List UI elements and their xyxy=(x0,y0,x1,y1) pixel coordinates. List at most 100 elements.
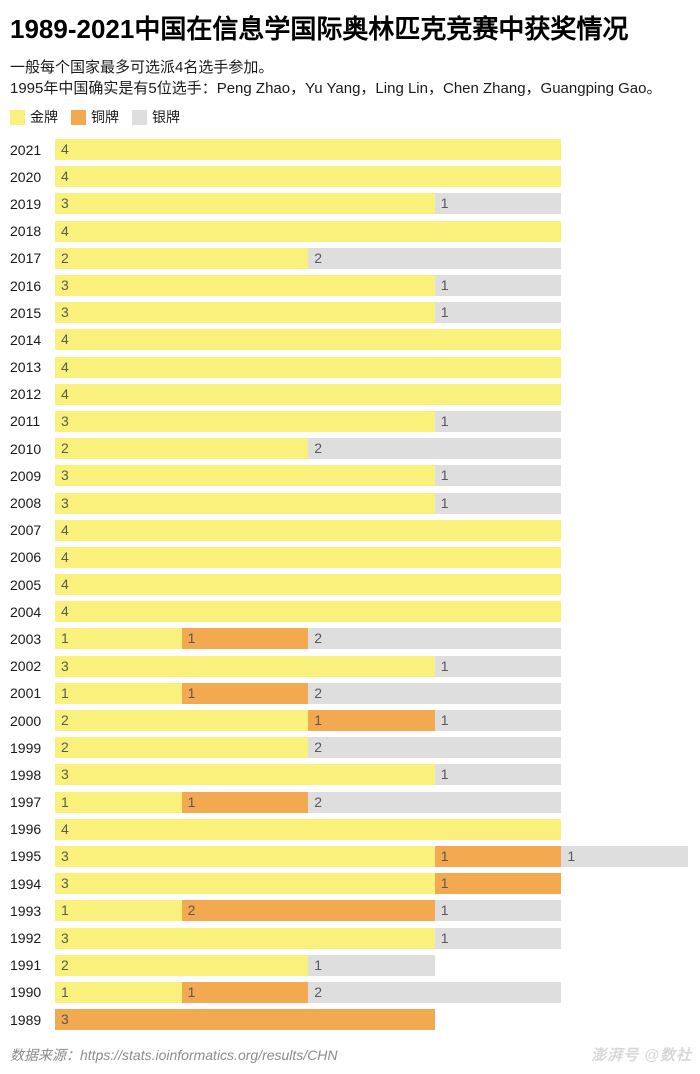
stacked-bar: 3 xyxy=(55,1009,435,1031)
chart-row-2019: 2019 3 1 xyxy=(10,190,700,217)
bar-segment-gold: 4 xyxy=(55,601,562,623)
segment-value-label: 3 xyxy=(61,875,69,892)
segment-value-label: 2 xyxy=(314,684,322,701)
segment-value-label: 1 xyxy=(61,630,69,647)
bar-segment-gold: 3 xyxy=(55,275,435,297)
chart-row-1990: 1990 1 1 2 xyxy=(10,979,700,1006)
bar-segment-silver: 2 xyxy=(308,247,562,269)
chart-row-2020: 2020 4 xyxy=(10,163,700,190)
bar-segment-gold: 1 xyxy=(55,900,182,922)
chart-row-2001: 2001 1 1 2 xyxy=(10,680,700,707)
year-label: 2010 xyxy=(10,440,42,457)
segment-value-label: 3 xyxy=(61,277,69,294)
year-label: 2004 xyxy=(10,603,42,620)
stacked-bar: 1 1 2 xyxy=(55,628,562,650)
chart-row-2009: 2009 3 1 xyxy=(10,462,700,489)
stacked-bar: 4 xyxy=(55,383,562,405)
segment-value-label: 2 xyxy=(187,902,196,919)
bar-segment-silver: 1 xyxy=(434,927,562,949)
chart-row-2008: 2008 3 1 xyxy=(10,489,700,516)
bar-segment-silver: 1 xyxy=(434,410,562,432)
segment-value-label: 3 xyxy=(61,657,69,674)
legend-label-gold: 金牌 xyxy=(30,109,58,125)
gold-swatch-icon xyxy=(10,109,25,125)
chart-row-2017: 2017 2 2 xyxy=(10,245,700,272)
segment-value-label: 1 xyxy=(440,304,449,321)
legend-label-silver: 银牌 xyxy=(152,109,180,125)
segment-value-label: 1 xyxy=(440,277,449,294)
chart-row-2004: 2004 4 xyxy=(10,598,700,625)
chart-row-2021: 2021 4 xyxy=(10,136,700,163)
segment-value-label: 4 xyxy=(61,820,69,837)
segment-value-label: 4 xyxy=(61,548,69,565)
bar-segment-gold: 1 xyxy=(55,791,182,813)
bar-segment-silver: 2 xyxy=(308,682,562,704)
page-title: 1989-2021中国在信息学国际奥林匹克竞赛中获奖情况 xyxy=(10,14,629,44)
stacked-bar: 4 xyxy=(55,519,562,541)
segment-value-label: 1 xyxy=(61,684,69,701)
bar-segment-gold: 3 xyxy=(55,845,435,867)
bar-segment-bronze: 1 xyxy=(181,791,309,813)
bar-segment-silver: 1 xyxy=(434,275,562,297)
chart-row-1997: 1997 1 1 2 xyxy=(10,789,700,816)
segment-value-label: 1 xyxy=(187,983,196,1000)
bar-segment-silver: 1 xyxy=(561,845,688,867)
segment-value-label: 4 xyxy=(61,521,69,538)
stacked-bar: 4 xyxy=(55,818,562,840)
year-label: 2021 xyxy=(10,141,42,158)
bar-segment-gold: 4 xyxy=(55,139,562,161)
chart-row-2007: 2007 4 xyxy=(10,517,700,544)
legend-item-gold: 金牌 xyxy=(10,107,58,127)
stacked-bar: 4 xyxy=(55,356,562,378)
bar-segment-silver: 2 xyxy=(308,438,562,460)
chart-row-1989: 1989 3 xyxy=(10,1006,700,1033)
bar-segment-gold: 1 xyxy=(55,628,182,650)
year-label: 1996 xyxy=(10,821,42,838)
bar-segment-bronze: 2 xyxy=(181,900,435,922)
bar-segment-silver: 1 xyxy=(434,492,562,514)
bar-segment-gold: 4 xyxy=(55,166,562,188)
bar-segment-bronze: 1 xyxy=(181,628,309,650)
chart-row-2003: 2003 1 1 2 xyxy=(10,625,700,652)
year-label: 2008 xyxy=(10,495,42,512)
bar-segment-gold: 3 xyxy=(55,873,435,895)
segment-value-label: 4 xyxy=(61,168,69,185)
bar-segment-bronze: 3 xyxy=(55,1009,435,1031)
segment-value-label: 3 xyxy=(61,412,69,429)
segment-value-label: 1 xyxy=(440,902,449,919)
segment-value-label: 3 xyxy=(61,1011,69,1028)
segment-value-label: 4 xyxy=(61,358,69,375)
stacked-bar: 1 1 2 xyxy=(55,791,562,813)
bar-segment-gold: 3 xyxy=(55,764,435,786)
bar-segment-silver: 1 xyxy=(434,655,562,677)
segment-value-label: 4 xyxy=(61,385,69,402)
segment-value-label: 1 xyxy=(187,793,196,810)
bar-segment-silver: 2 xyxy=(308,791,562,813)
segment-value-label: 4 xyxy=(61,141,69,158)
year-label: 1999 xyxy=(10,739,42,756)
segment-value-label: 3 xyxy=(61,467,69,484)
year-label: 2003 xyxy=(10,630,42,647)
bar-segment-gold: 2 xyxy=(55,438,309,460)
chart-row-2011: 2011 3 1 xyxy=(10,408,700,435)
segment-value-label: 2 xyxy=(61,956,69,973)
segment-value-label: 1 xyxy=(440,875,449,892)
segment-value-label: 2 xyxy=(314,793,322,810)
segment-value-label: 1 xyxy=(440,467,449,484)
bar-segment-bronze: 1 xyxy=(308,710,435,732)
bar-segment-silver: 1 xyxy=(434,764,562,786)
year-label: 2009 xyxy=(10,467,42,484)
bar-segment-gold: 4 xyxy=(55,329,562,351)
stacked-bar: 4 xyxy=(55,601,562,623)
chart-row-2000: 2000 2 1 1 xyxy=(10,707,700,734)
subtitle-line-1: 一般每个国家最多可选派4名选手参加。 xyxy=(10,59,274,76)
chart-row-2014: 2014 4 xyxy=(10,326,700,353)
silver-swatch-icon xyxy=(132,109,147,125)
segment-value-label: 3 xyxy=(61,195,69,212)
chart-row-1993: 1993 1 2 1 xyxy=(10,897,700,924)
